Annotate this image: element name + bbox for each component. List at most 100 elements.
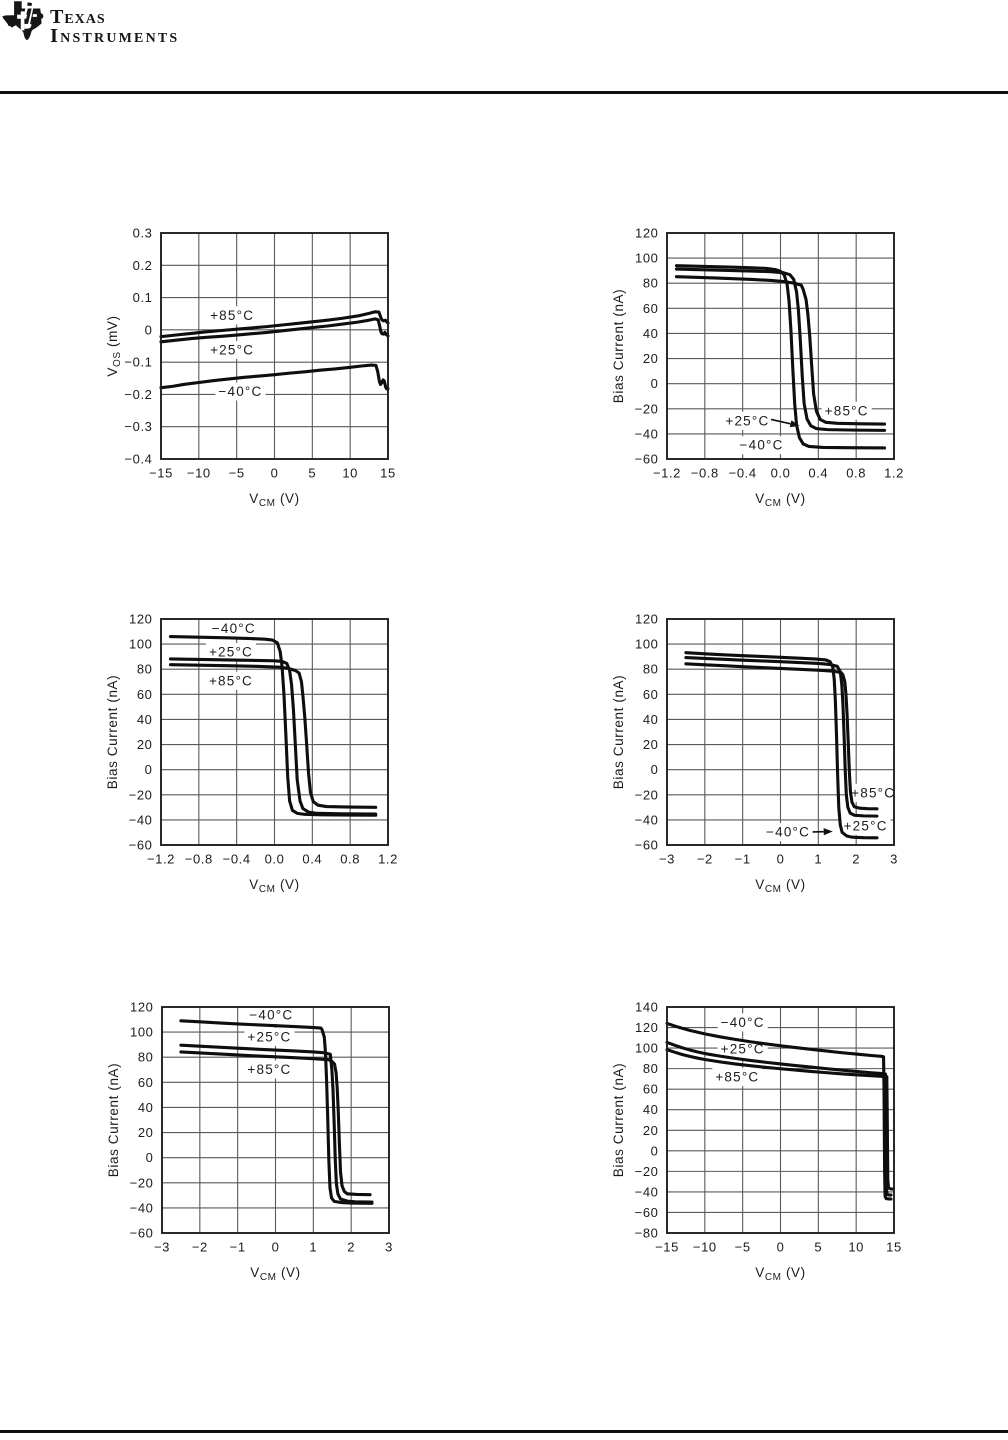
curve-label: −40°C — [766, 825, 810, 840]
curve-label-mask — [712, 1067, 763, 1086]
curve-label: +25°C — [247, 1029, 291, 1044]
y-tick-label: 80 — [643, 1061, 659, 1076]
gridlines — [160, 618, 389, 846]
y-tick-label: −20 — [635, 1164, 659, 1179]
y-tick-label: 40 — [138, 1100, 154, 1115]
curve-label: +85°C — [247, 1062, 291, 1077]
series — [168, 635, 378, 817]
x-tick-label: 10 — [848, 1240, 864, 1255]
curve-label: +85°C — [715, 1069, 759, 1084]
curve-label: +25°C — [721, 1042, 765, 1057]
series — [674, 264, 887, 450]
curve-−40°C — [168, 635, 378, 817]
y-tick-label: 0.1 — [133, 290, 153, 305]
curve-label-mask — [215, 382, 266, 401]
curve-label: −40°C — [249, 1008, 293, 1023]
x-tick-label: −15 — [149, 466, 173, 481]
x-tick-label: 0.8 — [846, 466, 866, 481]
curve-label: +85°C — [825, 403, 869, 418]
curve-label: +25°C — [725, 413, 769, 428]
plot-frame — [666, 232, 895, 460]
curve-label-mask — [763, 823, 814, 842]
y-tick-label: −60 — [635, 1205, 659, 1220]
x-tick-label: −1 — [735, 852, 751, 867]
curve-+85°C — [665, 1048, 894, 1191]
curve-label-mask — [848, 783, 899, 802]
y-tick-label: 120 — [635, 612, 659, 627]
plot-frame — [161, 1006, 390, 1234]
curve-label: −40°C — [212, 621, 256, 636]
y-tick-label: −40 — [635, 426, 659, 441]
x-tick-label: 1.2 — [378, 852, 398, 867]
curve-+85°C — [684, 662, 879, 811]
x-tick-labels: −1.2 −0.8 −0.4 0.0 0.4 0.8 1.2 — [653, 466, 904, 481]
y-axis-title: Bias Current (nA) — [611, 675, 626, 789]
y-tick-label: 40 — [643, 712, 659, 727]
x-axis-title: VCM (V) — [755, 491, 806, 509]
y-tick-label: 40 — [643, 1102, 659, 1117]
y-tick-label: 0 — [146, 1150, 154, 1165]
y-axis-title: Bias Current (nA) — [611, 289, 626, 403]
x-axis-title: VCM (V) — [755, 877, 806, 895]
y-tick-labels: 120 100 80 60 40 20 0 −20 −40 −60 — [635, 226, 659, 467]
curve-labels: +85°C +25°C −40°C — [722, 401, 872, 455]
curve-label-mask — [717, 1040, 768, 1059]
y-tick-label: 0 — [145, 322, 153, 337]
curve-−40°C — [665, 1021, 893, 1201]
y-tick-label: 60 — [643, 301, 659, 316]
chart-bias-current-vs-vcm-1: +85°C +25°C −40°C −1.2 −0.8 −0.4 0.0 0.4 0.8 1.2 1… — [591, 219, 931, 531]
plot-frame — [666, 618, 895, 846]
curve-label-mask — [722, 411, 773, 430]
x-tick-label: 5 — [814, 1240, 822, 1255]
y-tick-label: 0 — [145, 762, 153, 777]
curve-−40°C — [684, 651, 879, 840]
curve-−40°C — [159, 363, 390, 391]
x-tick-label: −1.2 — [653, 466, 681, 481]
arrowhead-icon — [823, 828, 833, 836]
y-tick-label: 40 — [643, 326, 659, 341]
curve-label-mask — [717, 1013, 768, 1032]
curve-+25°C — [159, 317, 390, 344]
x-tick-label: 5 — [308, 466, 316, 481]
footer-rule — [0, 1430, 1008, 1434]
x-tick-labels: −3 −2 −1 0 1 2 3 — [659, 852, 897, 867]
y-tick-label: −40 — [635, 812, 659, 827]
x-tick-label: 0.8 — [340, 852, 360, 867]
curve-label: +25°C — [209, 645, 253, 660]
y-tick-label: −0.2 — [124, 387, 152, 402]
curve-labels: +85°C +25°C −40°C — [207, 306, 266, 401]
curve-+25°C — [674, 267, 887, 432]
y-tick-label: 120 — [130, 1000, 154, 1015]
x-tick-label: −10 — [187, 466, 211, 481]
y-tick-label: 60 — [643, 1082, 659, 1097]
x-tick-label: 0.0 — [265, 852, 285, 867]
series — [684, 651, 879, 840]
series — [159, 310, 390, 391]
x-tick-label: −2 — [192, 1240, 208, 1255]
curve-+85°C — [179, 1050, 372, 1197]
curve-label-mask — [207, 306, 258, 325]
x-tick-label: −0.8 — [691, 466, 719, 481]
y-tick-label: 20 — [138, 1125, 154, 1140]
x-tick-label: 3 — [385, 1240, 393, 1255]
curve-+25°C — [168, 657, 378, 816]
curve-label: −40°C — [740, 438, 784, 453]
x-tick-label: −15 — [655, 1240, 679, 1255]
curve-label-mask — [205, 671, 257, 690]
curve-labels: −40°C +25°C +85°C — [712, 1013, 768, 1086]
curve-label: +25°C — [844, 819, 888, 834]
y-tick-label: 0.3 — [133, 226, 153, 241]
y-tick-label: 100 — [635, 637, 659, 652]
x-tick-label: 0 — [272, 1240, 280, 1255]
curve-labels: −40°C +25°C +85°C — [205, 619, 259, 690]
x-axis-title: VCM (V) — [755, 1265, 806, 1283]
header-rule — [0, 90, 1008, 95]
y-tick-label: −40 — [635, 1184, 659, 1199]
x-tick-label: −0.4 — [223, 852, 251, 867]
x-tick-label: 1.2 — [884, 466, 904, 481]
x-tick-label: −2 — [697, 852, 713, 867]
y-tick-label: −0.3 — [124, 419, 152, 434]
chart-vos-vs-vcm: +85°C +25°C −40°C −15 −10 −5 0 5 10 15 0.3 0.2 0.1 0−… — [85, 219, 425, 531]
x-tick-label: −0.4 — [729, 466, 757, 481]
arrow-line — [770, 418, 791, 425]
